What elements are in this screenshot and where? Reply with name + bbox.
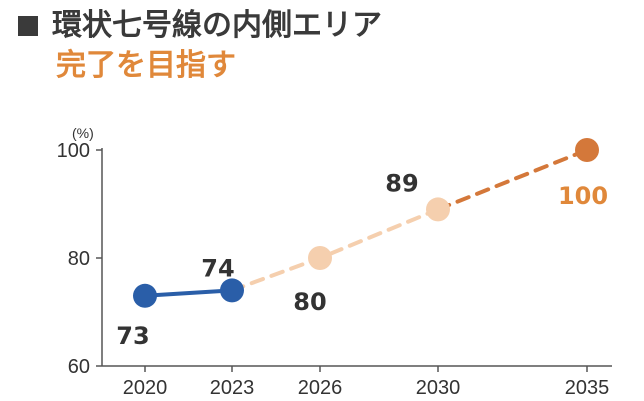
x-tick-label: 2035: [565, 377, 610, 399]
chart-subtitle: 完了を目指す: [56, 48, 236, 83]
data-label: 89: [385, 169, 418, 197]
y-unit-label: (%): [72, 125, 94, 141]
x-tick-label: 2030: [416, 377, 461, 399]
series-line-target: [230, 207, 440, 293]
y-tick-label: 80: [68, 248, 90, 270]
data-point-marker: [308, 246, 332, 270]
x-tick-label: 2023: [210, 377, 255, 399]
data-label: 73: [116, 322, 149, 350]
data-point-marker: [220, 278, 244, 303]
data-point-marker: [133, 283, 157, 308]
x-tick-label: 2020: [123, 377, 168, 399]
title-row: 環状七号線の内側エリア: [14, 6, 382, 46]
square-bullet-icon: [18, 16, 38, 36]
series-line-actual: [143, 288, 234, 298]
data-label: 100: [558, 182, 608, 210]
data-point-marker: [426, 197, 450, 222]
data-point-marker: [575, 138, 599, 162]
x-tick-label: 2026: [298, 377, 343, 399]
chart-title: 環状七号線の内側エリア: [52, 8, 382, 43]
data-label: 74: [201, 254, 234, 282]
series-line-final-target: [436, 148, 589, 212]
y-tick-label: 60: [68, 356, 90, 378]
y-tick-label: 100: [57, 140, 90, 162]
data-label: 80: [293, 288, 326, 316]
chart-header: 環状七号線の内側エリア 完了を目指す: [14, 6, 382, 86]
